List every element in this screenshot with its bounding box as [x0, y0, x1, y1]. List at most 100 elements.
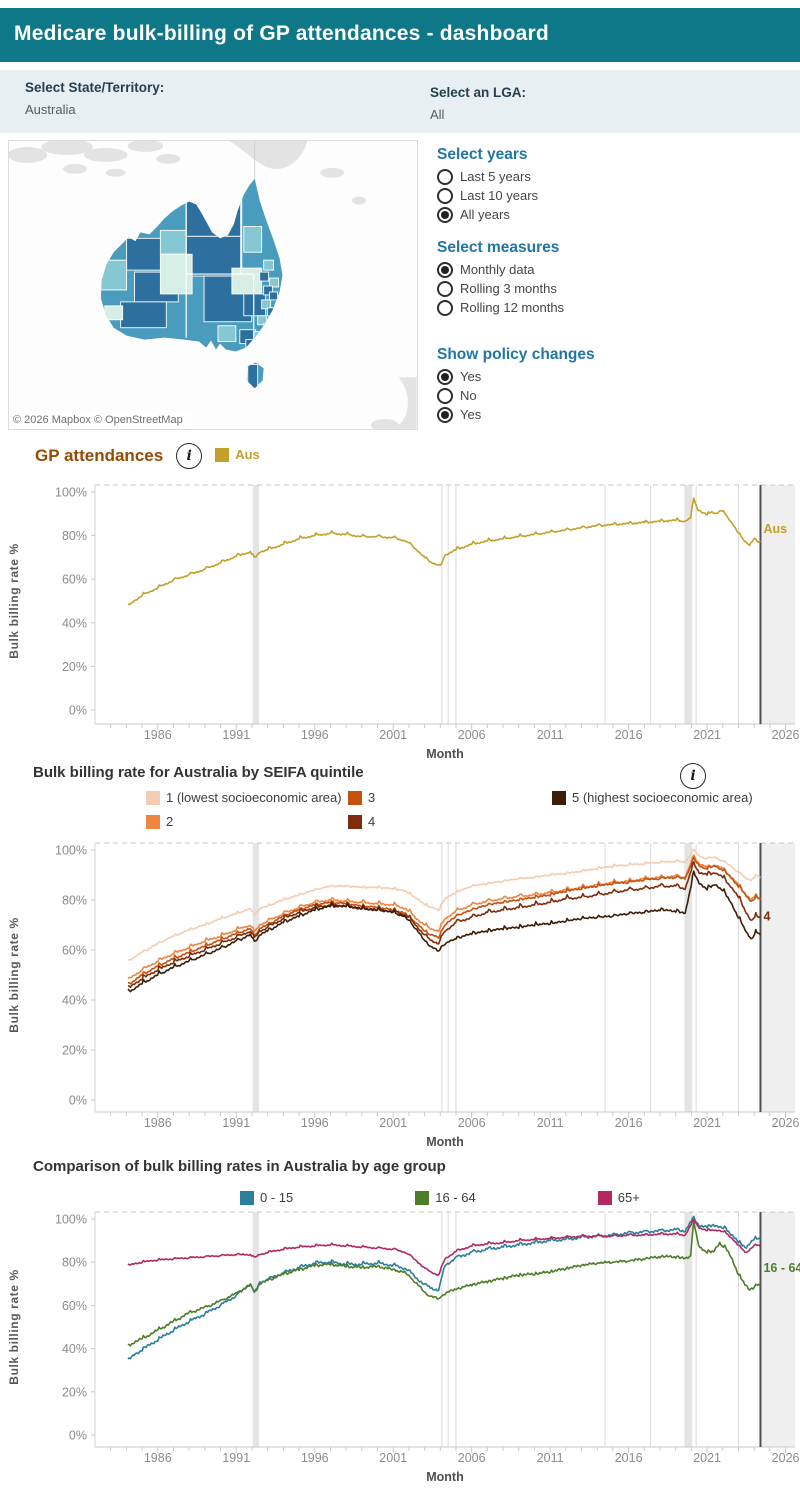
chart1-title: GP attendances — [35, 446, 164, 465]
svg-text:1986: 1986 — [144, 728, 172, 742]
legend-item[interactable]: 0 - 15 — [240, 1190, 293, 1205]
australia-map[interactable]: © 2026 Mapbox © OpenStreetMap — [8, 140, 418, 430]
control-heading: Show policy changes — [437, 346, 595, 363]
svg-text:1996: 1996 — [301, 1451, 329, 1465]
legend-item[interactable]: Aus — [215, 447, 260, 462]
choropleth-regions[interactable] — [94, 171, 293, 394]
radio-button[interactable] — [437, 187, 453, 204]
svg-text:1991: 1991 — [222, 1116, 250, 1130]
legend-label: 4 — [368, 814, 376, 829]
svg-text:100%: 100% — [55, 1213, 87, 1227]
radio-label: Last 10 years — [460, 188, 539, 203]
svg-text:Bulk billing rate %: Bulk billing rate % — [7, 1269, 21, 1384]
svg-text:2011: 2011 — [537, 1451, 564, 1465]
info-icon[interactable]: i — [176, 443, 203, 469]
control-group: Select measures Monthly data Rolling 3 mon… — [437, 239, 767, 316]
legend-item[interactable]: 5 (highest socioeconomic area) — [552, 790, 753, 808]
svg-text:2026: 2026 — [772, 1451, 800, 1465]
legend-item[interactable]: 65+ — [597, 1190, 640, 1205]
legend-swatch — [215, 448, 230, 462]
lga-filter-value[interactable]: All — [430, 107, 445, 122]
svg-text:40%: 40% — [62, 994, 87, 1008]
radio-button[interactable] — [437, 387, 453, 404]
svg-text:2021: 2021 — [693, 1451, 721, 1465]
radio-button[interactable] — [437, 261, 453, 278]
svg-text:20%: 20% — [62, 1044, 87, 1058]
radio-option[interactable]: Rolling 12 months — [437, 299, 767, 316]
svg-text:2026: 2026 — [772, 728, 800, 742]
chart3-title: Comparison of bulk billing rates in Aust… — [33, 1158, 446, 1175]
svg-text:2006: 2006 — [458, 1451, 486, 1465]
svg-text:Bulk billing rate %: Bulk billing rate % — [7, 917, 21, 1032]
radio-option[interactable]: Monthly data — [437, 261, 767, 278]
age-group-chart[interactable]: 0% 20% 40% 60% 80% 100% 1986 1991 1996 2001 2006 20… — [0, 1206, 800, 1500]
radio-option[interactable]: No — [437, 387, 767, 404]
control-heading: Select years — [437, 146, 528, 163]
control-group: Select years Last 5 years Last 10 years All… — [437, 146, 767, 223]
svg-text:2006: 2006 — [458, 1116, 486, 1130]
svg-text:1991: 1991 — [222, 728, 250, 742]
info-icon[interactable]: i — [680, 763, 706, 789]
legend-swatch — [415, 1191, 430, 1205]
legend-item[interactable]: 3 — [348, 790, 548, 808]
radio-option[interactable]: Rolling 3 months — [437, 280, 767, 297]
legend-label: 16 - 64 — [435, 1190, 476, 1205]
radio-option[interactable]: Yes — [437, 406, 767, 423]
svg-text:2026: 2026 — [772, 1116, 800, 1130]
svg-text:16 - 64: 16 - 64 — [763, 1261, 800, 1275]
svg-text:60%: 60% — [62, 573, 87, 587]
radio-label: Last 5 years — [460, 169, 531, 184]
legend-label: Aus — [235, 447, 260, 462]
radio-button[interactable] — [437, 168, 453, 185]
svg-text:1996: 1996 — [301, 728, 329, 742]
radio-option[interactable]: Last 5 years — [437, 168, 767, 185]
chart2-title: Bulk billing rate for Australia by SEIFA… — [33, 764, 364, 781]
seifa-quintile-chart[interactable]: 0% 20% 40% 60% 80% 100% 1986 1991 1996 2001 2006 20… — [0, 840, 800, 1152]
svg-text:80%: 80% — [62, 1256, 87, 1270]
radio-button[interactable] — [437, 206, 453, 223]
radio-option[interactable]: All years — [437, 206, 767, 223]
svg-text:2001: 2001 — [379, 1116, 407, 1130]
map-attribution[interactable]: © 2026 Mapbox © OpenStreetMap — [9, 412, 191, 429]
svg-text:2021: 2021 — [693, 728, 721, 742]
legend-item[interactable]: 4 — [348, 814, 548, 832]
svg-text:Month: Month — [426, 1470, 463, 1484]
radio-button[interactable] — [437, 299, 453, 316]
svg-text:2021: 2021 — [693, 1116, 721, 1130]
filter-bar: Select State/Territory: Australia Select… — [0, 70, 800, 133]
controls-panel: Select years Last 5 years Last 10 years All… — [437, 146, 767, 439]
svg-text:2016: 2016 — [615, 728, 643, 742]
gp-attendances-chart[interactable]: 0% 20% 40% 60% 80% 100% 1986 1991 1996 2001 2006 20… — [0, 476, 800, 768]
svg-text:100%: 100% — [55, 486, 87, 500]
radio-button[interactable] — [437, 280, 453, 297]
svg-text:2016: 2016 — [615, 1451, 643, 1465]
radio-label: Yes — [460, 407, 482, 422]
header: Medicare bulk-billing of GP attendances … — [0, 8, 800, 62]
svg-text:80%: 80% — [62, 529, 87, 543]
legend-item[interactable]: 16 - 64 — [415, 1190, 476, 1205]
radio-option[interactable]: Last 10 years — [437, 187, 767, 204]
svg-text:2001: 2001 — [379, 1451, 407, 1465]
legend-swatch — [240, 1191, 254, 1205]
lga-filter: Select an LGA: All — [430, 85, 526, 122]
legend-label: 65+ — [617, 1190, 640, 1205]
svg-text:60%: 60% — [62, 1299, 87, 1313]
legend-label: 1 (lowest socioeconomic area) — [166, 790, 342, 805]
map-canvas[interactable] — [9, 141, 417, 429]
svg-text:2001: 2001 — [379, 728, 407, 742]
legend-label: 0 - 15 — [260, 1190, 294, 1205]
state-filter-value[interactable]: Australia — [25, 102, 76, 117]
legend-label: 5 (highest socioeconomic area) — [572, 790, 753, 805]
legend-item[interactable]: 1 (lowest socioeconomic area) — [146, 790, 344, 808]
radio-option[interactable]: Yes — [437, 368, 767, 385]
radio-button[interactable] — [437, 368, 453, 385]
control-group: Show policy changes Yes No Yes — [437, 346, 767, 423]
svg-text:1986: 1986 — [144, 1451, 172, 1465]
legend-swatch — [146, 815, 160, 829]
svg-text:0%: 0% — [69, 704, 87, 718]
radio-button[interactable] — [437, 406, 453, 423]
radio-label: No — [460, 388, 477, 403]
legend-item[interactable]: 2 — [146, 814, 344, 832]
legend-label: 2 — [166, 814, 174, 829]
